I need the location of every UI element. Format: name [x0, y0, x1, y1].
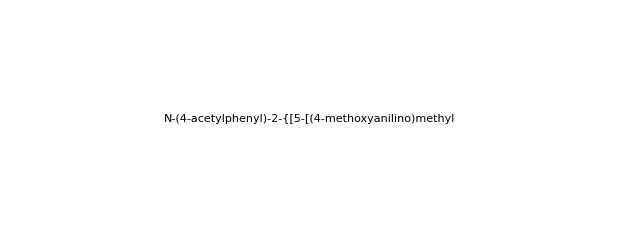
Text: N-(4-acetylphenyl)-2-{[5-[(4-methoxyanilino)methyl: N-(4-acetylphenyl)-2-{[5-[(4-methoxyanil… [164, 114, 456, 124]
